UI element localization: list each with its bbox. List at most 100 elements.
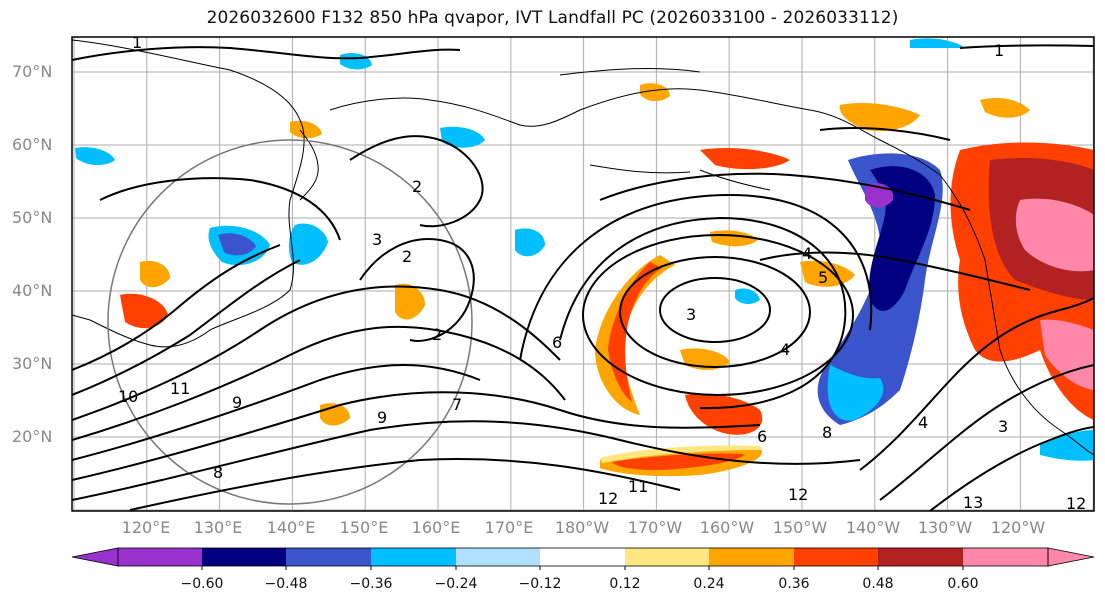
contour-label: 11 [170,379,190,398]
alaska-east [980,98,1030,118]
contour-label: 12 [598,489,618,508]
blue-small-3 [910,38,965,48]
lat-tick-label: 70°N [12,62,53,81]
contour-label: 2 [432,325,442,344]
contour-label: 11 [628,477,648,496]
lon-tick-label: 160°E [411,518,461,537]
lon-tick-label: 170°W [627,518,683,537]
colorbar-segment [963,548,1048,566]
lon-tick-label: 120°W [990,518,1046,537]
lon-tick-label: 150°E [339,518,389,537]
colorbar-extend-high [1047,547,1095,567]
lon-tick-label: 150°W [772,518,828,537]
contour-label: 9 [232,393,242,412]
contour-label: 10 [118,387,138,406]
contour-label: 6 [757,427,767,446]
colorbar-extend-low [71,547,119,567]
contour-label: 3 [372,230,382,249]
colorbar-tick-label: −0.60 [180,576,224,592]
yellow-band-sw [600,445,762,463]
japan-blue-patch [288,223,328,265]
contour-label: 7 [452,395,462,414]
bering-patch [700,148,790,170]
colorbar-tick-label: −0.12 [518,576,562,592]
contour-label: 5 [818,268,828,287]
moisture-fill-layer [75,38,1094,477]
positive-anomaly-pink [1015,198,1094,272]
contour-label: 3 [686,305,696,324]
colorbar-segment [625,548,709,566]
blue-small-4 [735,288,760,304]
lat-tick-label: 50°N [12,208,53,227]
contour-label: 6 [552,333,562,352]
lon-tick-label: 120°E [121,518,171,537]
colorbar-tick-label: −0.24 [434,576,478,592]
colorbar-tick-label: 0.24 [693,576,725,592]
lon-tick-label: 130°E [193,518,243,537]
colorbar [71,547,1095,570]
colorbar-segment [709,548,794,566]
siberia-blue [440,126,485,148]
contour-label: 12 [1066,494,1086,513]
contour-label: 8 [213,463,223,482]
orange-china-2 [120,293,168,329]
ivt-contours [72,44,1094,511]
contour-label: 13 [963,493,983,512]
lon-tick-label: 170°E [484,518,534,537]
positive-anomaly-pink2 [1040,319,1094,390]
lat-tick-label: 30°N [12,354,53,373]
contour-label: 3 [998,417,1008,436]
lon-tick-label: 140°E [266,518,316,537]
contour-label: 1 [132,33,142,52]
colorbar-tick-label: 0.36 [778,576,810,592]
lat-tick-label: 20°N [12,427,53,446]
orange-east-1 [800,260,855,287]
blue-streak-sw [1040,430,1094,461]
colorbar-segment [540,548,625,566]
lon-tick-label: 160°W [699,518,755,537]
lon-tick-label: 180°W [554,518,610,537]
figure-title: 2026032600 F132 850 hPa qvapor, IVT Land… [206,8,899,28]
orange-china [140,260,170,288]
colorbar-tick-label: 0.12 [609,576,641,592]
negative-anomaly-edge [827,365,884,421]
lat-tick-label: 60°N [12,135,53,154]
pacific-blue [515,228,545,257]
contour-labels: 1 1 2 2 2 3 3 4 4 5 6 7 8 8 9 9 10 11 11… [118,33,1086,513]
focus-circle [107,139,473,505]
alaska-patch [839,103,920,132]
colorbar-segment [878,548,963,566]
colorbar-segment [118,548,202,566]
colorbar-segment [371,548,456,566]
contour-label: 4 [780,340,790,359]
lon-tick-label: 130°W [917,518,973,537]
lat-tick-label: 40°N [12,281,53,300]
colorbar-tick-label: 0.60 [947,576,979,592]
orange-sea-patch [395,283,425,320]
central-patch-2 [685,393,763,435]
contour-label: 12 [788,485,808,504]
contour-label: 2 [402,247,412,266]
asia-blue-patch-core [218,233,256,256]
colorbar-frame [117,547,1049,567]
redorange-arc [608,262,662,402]
contour-label: 2 [412,177,422,196]
contour-label: 9 [377,408,387,427]
colorbar-segment [456,548,540,566]
colorbar-segment [202,548,286,566]
colorbar-segment [286,548,371,566]
colorbar-tick-label: 0.48 [862,576,894,592]
orange-top-2 [640,83,670,102]
contour-label: 4 [802,244,812,263]
orange-top-1 [290,120,322,139]
blue-small-1 [75,147,115,166]
coastlines [72,39,1094,456]
contour-label: 1 [994,41,1004,60]
colorbar-tick-label: −0.48 [264,576,308,592]
central-patch [680,348,730,370]
colorbar-segment [794,548,878,566]
colorbar-tick-label: −0.36 [349,576,393,592]
lon-tick-label: 140°W [845,518,901,537]
map-frame [71,36,1095,512]
